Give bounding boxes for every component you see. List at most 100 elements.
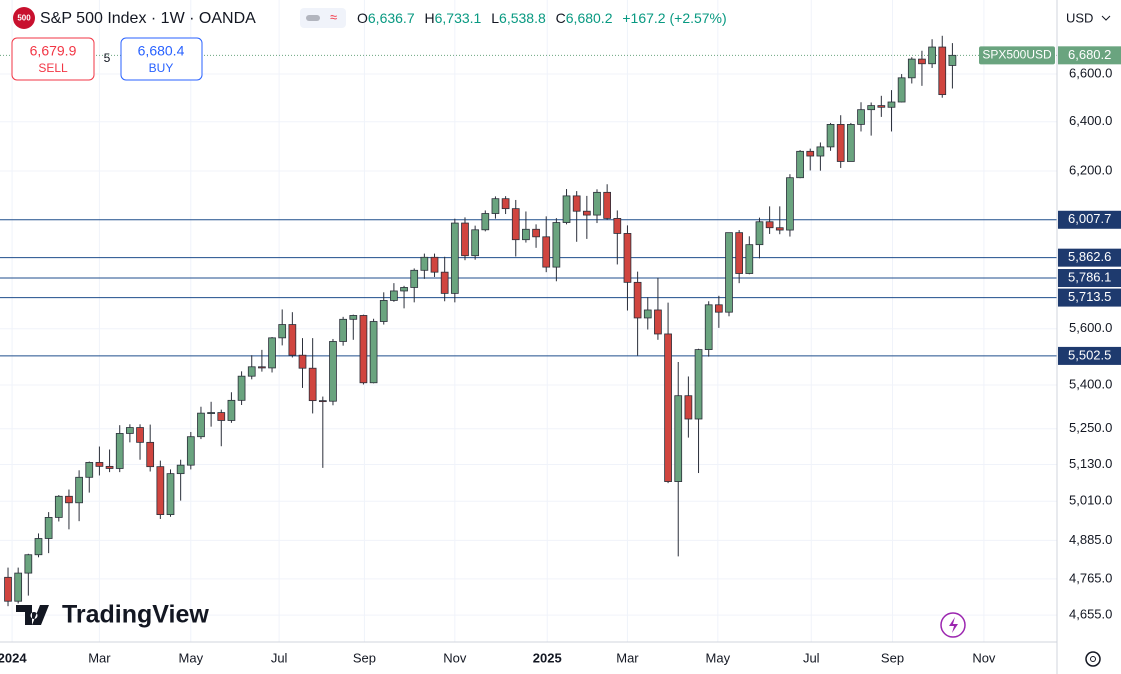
currency[interactable]: USD [1066, 10, 1093, 25]
x-tick-label: 2024 [0, 650, 27, 665]
candle-body [34, 538, 43, 556]
currency-bg [1058, 0, 1121, 38]
y-tick-label: 4,655.0 [1069, 607, 1112, 622]
candle-body [694, 349, 703, 420]
y-tick-label: 6,200.0 [1069, 162, 1112, 177]
candle-body [95, 462, 104, 467]
candle-body [796, 150, 804, 179]
candle-body [725, 232, 733, 313]
candle-body [491, 198, 500, 214]
candle-body [582, 210, 591, 216]
candle-body [4, 576, 12, 602]
candle-body [166, 473, 175, 515]
candle-body [735, 232, 744, 274]
ohlc-key: L [491, 10, 499, 26]
candle-body [613, 218, 622, 234]
x-tick-label: Sep [353, 650, 376, 665]
ohlc-legend: O6,636.7 H6,733.1 L6,538.8 C6,680.2 +167… [357, 10, 727, 26]
candle-body [54, 495, 63, 518]
candle-body [379, 300, 388, 322]
settings-dot [1090, 656, 1096, 662]
spread: 5 [104, 51, 111, 65]
candle-body [349, 315, 358, 320]
candle-body [420, 256, 429, 271]
candle-body [359, 315, 368, 384]
sell-label: SELL [38, 61, 68, 75]
last-price-label: 6,680.2 [1068, 47, 1111, 62]
y-tick-label: 6,400.0 [1069, 113, 1112, 128]
buy-button[interactable] [120, 37, 203, 81]
axis: 6,600.0 6,400.0 6,200.0 5,600.0 5,400.0 5,250… [0, 46, 1121, 665]
ohlc-value: 6,636.7 [368, 10, 415, 26]
level-label: 5,862.6 [1068, 249, 1111, 264]
candle-body [339, 318, 347, 342]
candle-body [684, 395, 693, 420]
x-tick-label: May [706, 650, 731, 665]
candle-body [136, 427, 144, 443]
level-label: 5,502.5 [1068, 347, 1111, 362]
ohlc-key: C [556, 10, 566, 26]
candle-body [75, 476, 83, 504]
y-tick-label: 5,600.0 [1069, 320, 1112, 335]
level-label: 5,713.5 [1068, 289, 1111, 304]
candle-body [938, 46, 947, 96]
candle-body [704, 304, 713, 350]
symbol-tag [979, 46, 1055, 65]
y-tick-label: 6,600.0 [1069, 65, 1112, 80]
x-tick-label: Jul [803, 650, 820, 665]
candle-body [816, 146, 825, 157]
candle-body [745, 244, 754, 274]
candle-body [765, 221, 774, 229]
settings-icon[interactable] [1085, 651, 1101, 667]
candle-body [542, 236, 551, 268]
sell-button[interactable] [11, 37, 95, 81]
ohlc-value: 6,538.8 [499, 10, 546, 26]
candle-body [593, 191, 601, 216]
candle-body [258, 366, 266, 369]
levels [0, 54, 1057, 357]
sell-price: 6,679.9 [30, 43, 77, 59]
candle-body [400, 287, 408, 292]
wave-icon: ≈ [330, 9, 337, 24]
candle-body [623, 233, 632, 283]
indicator-toggle[interactable] [300, 8, 346, 28]
candle-body [775, 227, 784, 231]
y-tick-label: 5,010.0 [1069, 493, 1112, 508]
candle-body [227, 399, 236, 421]
candle-body [430, 256, 439, 273]
candle-body [654, 309, 662, 335]
x-tick-label: May [179, 650, 204, 665]
candle-body [826, 124, 835, 148]
ohlc-key: O [357, 10, 368, 26]
logo-text: TradingView [62, 601, 209, 629]
candle-body [887, 101, 896, 108]
candle-body [440, 271, 449, 294]
level-label: 5,786.1 [1068, 269, 1111, 284]
candle-body [14, 572, 23, 602]
y-tick-label: 5,130.0 [1069, 456, 1112, 471]
candle-body [847, 124, 855, 162]
candle-body [329, 341, 337, 402]
x-tick-label: Nov [443, 650, 467, 665]
candle-body [308, 367, 317, 402]
candle-body [126, 427, 134, 434]
candle-body [501, 198, 510, 210]
bolt [949, 617, 958, 633]
candle-body [85, 462, 94, 478]
candle-body [288, 324, 297, 356]
candle-body [105, 465, 114, 469]
candle-body [633, 281, 642, 319]
candles [4, 35, 957, 607]
ohlc-key: H [425, 10, 435, 26]
level-tag [1058, 288, 1121, 307]
x-tick-label: Mar [616, 650, 639, 665]
y-tick-label: 5,250.0 [1069, 420, 1112, 435]
candle-body [897, 77, 906, 103]
candle-body [877, 105, 886, 108]
candle-body [24, 554, 33, 574]
level-label: 6,007.7 [1068, 211, 1111, 226]
level-tag [1058, 269, 1121, 288]
candle-body [867, 105, 876, 111]
x-tick-label: Nov [972, 650, 996, 665]
